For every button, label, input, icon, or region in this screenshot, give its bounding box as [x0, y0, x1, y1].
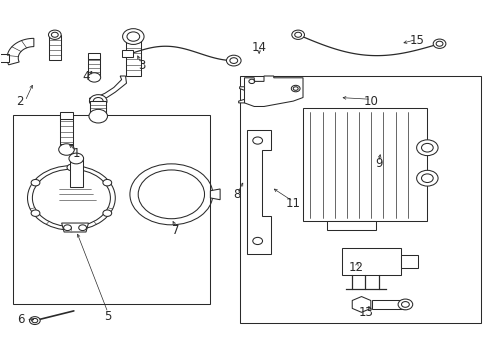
Circle shape	[88, 73, 101, 82]
Text: 5: 5	[104, 310, 111, 323]
Polygon shape	[371, 300, 405, 309]
Circle shape	[67, 164, 76, 171]
Polygon shape	[88, 56, 100, 76]
Polygon shape	[90, 101, 106, 116]
Circle shape	[102, 180, 111, 186]
Circle shape	[89, 109, 107, 123]
Circle shape	[291, 30, 304, 40]
Circle shape	[122, 29, 144, 44]
Text: 8: 8	[233, 188, 241, 201]
Polygon shape	[60, 116, 73, 148]
Text: 15: 15	[409, 33, 424, 47]
Text: 3: 3	[138, 59, 145, 72]
Text: 1: 1	[72, 147, 80, 159]
Text: 14: 14	[251, 41, 266, 54]
Polygon shape	[122, 50, 133, 57]
Text: 4: 4	[82, 69, 90, 82]
Circle shape	[432, 39, 445, 48]
Polygon shape	[89, 76, 126, 102]
Bar	[13, 116, 210, 304]
Text: 9: 9	[374, 157, 382, 170]
Circle shape	[29, 317, 40, 324]
Polygon shape	[0, 54, 9, 62]
Text: 2: 2	[17, 95, 24, 108]
Text: 12: 12	[348, 261, 364, 274]
Circle shape	[27, 166, 115, 230]
Polygon shape	[303, 108, 427, 221]
Polygon shape	[351, 297, 370, 312]
Polygon shape	[246, 130, 271, 253]
Text: 11: 11	[285, 197, 300, 210]
Polygon shape	[49, 35, 61, 60]
Polygon shape	[400, 255, 417, 268]
Text: 7: 7	[172, 224, 180, 237]
Polygon shape	[239, 87, 244, 90]
Circle shape	[31, 180, 40, 186]
Circle shape	[48, 30, 61, 40]
Circle shape	[89, 95, 107, 108]
Polygon shape	[88, 53, 100, 59]
Polygon shape	[70, 158, 82, 187]
Text: 10: 10	[363, 95, 378, 108]
Bar	[239, 76, 480, 323]
Circle shape	[69, 153, 83, 164]
Text: 13: 13	[358, 306, 373, 319]
Circle shape	[397, 299, 412, 310]
Polygon shape	[7, 39, 34, 65]
Polygon shape	[210, 189, 220, 200]
Circle shape	[102, 210, 111, 216]
Polygon shape	[341, 248, 400, 275]
Polygon shape	[61, 223, 88, 232]
Circle shape	[291, 85, 300, 92]
Circle shape	[416, 140, 437, 156]
Polygon shape	[60, 144, 73, 151]
Polygon shape	[244, 76, 303, 107]
Circle shape	[32, 169, 110, 226]
Circle shape	[67, 225, 76, 231]
Polygon shape	[125, 37, 141, 76]
Polygon shape	[90, 101, 106, 116]
Circle shape	[226, 55, 241, 66]
Text: 6: 6	[18, 313, 25, 327]
Circle shape	[416, 170, 437, 186]
Polygon shape	[238, 99, 244, 103]
Polygon shape	[327, 221, 375, 230]
Circle shape	[59, 144, 74, 155]
Polygon shape	[60, 112, 73, 119]
Circle shape	[31, 210, 40, 216]
